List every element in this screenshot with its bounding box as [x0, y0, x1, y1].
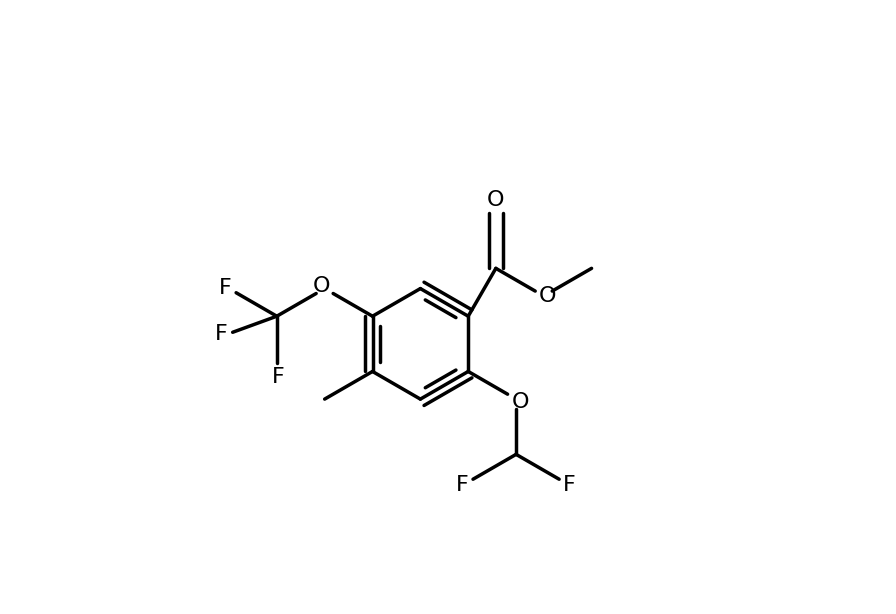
Text: F: F — [220, 278, 232, 298]
Text: F: F — [456, 475, 469, 495]
Text: O: O — [512, 392, 530, 411]
Text: F: F — [215, 324, 228, 343]
Text: O: O — [313, 276, 331, 295]
Text: F: F — [564, 475, 576, 495]
Text: F: F — [271, 367, 284, 387]
Text: O: O — [487, 190, 504, 209]
Text: O: O — [538, 286, 556, 306]
